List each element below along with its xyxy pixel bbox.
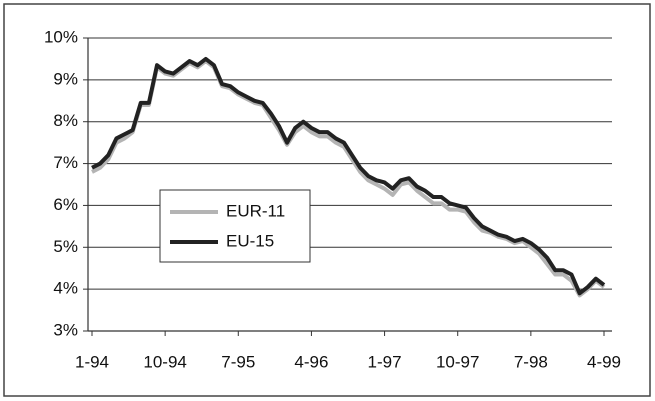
x-tick-label: 4-99: [587, 352, 621, 371]
x-tick-label: 1-94: [75, 352, 109, 371]
y-tick-label: 5%: [53, 237, 78, 256]
x-tick-label: 7-95: [221, 352, 255, 371]
y-tick-label: 3%: [53, 320, 78, 339]
x-tick-label: 1-97: [368, 352, 402, 371]
y-tick-label: 7%: [53, 153, 78, 172]
y-tick-label: 8%: [53, 111, 78, 130]
y-tick-label: 10%: [44, 27, 78, 46]
x-tick-label: 10-94: [143, 352, 186, 371]
y-tick-label: 4%: [53, 279, 78, 298]
legend-label: EUR-11: [226, 201, 285, 220]
legend-box: [159, 189, 311, 263]
y-tick-label: 9%: [53, 69, 78, 88]
legend-label: EU-15: [226, 231, 274, 250]
x-tick-label: 10-97: [436, 352, 479, 371]
x-tick-label: 4-96: [294, 352, 328, 371]
y-tick-label: 6%: [53, 195, 78, 214]
series-line: [91, 56, 606, 296]
chart-frame: [3, 3, 651, 397]
x-tick-label: 7-98: [514, 352, 548, 371]
